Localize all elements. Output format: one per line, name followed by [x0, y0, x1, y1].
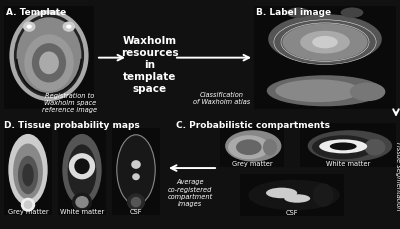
Ellipse shape [364, 139, 386, 156]
Ellipse shape [266, 188, 297, 198]
Ellipse shape [267, 76, 383, 107]
Ellipse shape [313, 184, 334, 207]
Ellipse shape [69, 153, 95, 180]
Ellipse shape [284, 194, 310, 203]
Text: Grey matter: Grey matter [232, 160, 272, 166]
Ellipse shape [312, 136, 374, 160]
Ellipse shape [75, 196, 89, 208]
Bar [254, 7, 396, 110]
Text: Grey matter: Grey matter [8, 208, 48, 214]
Ellipse shape [8, 134, 48, 206]
Ellipse shape [248, 180, 340, 210]
Ellipse shape [23, 22, 36, 33]
Ellipse shape [312, 37, 338, 49]
Text: A. Template: A. Template [6, 8, 66, 17]
Ellipse shape [17, 18, 82, 94]
Ellipse shape [330, 143, 357, 151]
Text: CSF: CSF [286, 209, 298, 215]
Ellipse shape [26, 25, 32, 30]
Ellipse shape [300, 32, 350, 54]
Bar [300, 124, 396, 167]
Ellipse shape [132, 174, 140, 180]
Ellipse shape [341, 8, 363, 19]
Ellipse shape [350, 83, 385, 102]
Ellipse shape [13, 144, 43, 200]
Ellipse shape [62, 22, 75, 33]
Ellipse shape [32, 44, 66, 83]
Text: Tissue segmentation: Tissue segmentation [395, 141, 400, 210]
Bar [58, 128, 106, 215]
Ellipse shape [62, 134, 102, 206]
Ellipse shape [10, 11, 89, 102]
Text: Classification
of Waxholm atlas: Classification of Waxholm atlas [193, 92, 251, 105]
Ellipse shape [22, 164, 34, 187]
Ellipse shape [14, 15, 84, 98]
Ellipse shape [131, 197, 141, 207]
Ellipse shape [282, 24, 368, 61]
Bar [240, 174, 344, 216]
Ellipse shape [24, 200, 32, 209]
Ellipse shape [72, 193, 92, 212]
Ellipse shape [66, 25, 72, 30]
Text: C. Probabilistic compartments: C. Probabilistic compartments [176, 120, 330, 129]
Ellipse shape [236, 140, 262, 155]
Ellipse shape [308, 131, 392, 162]
Text: D. Tissue probability maps: D. Tissue probability maps [4, 120, 140, 129]
Text: White matter: White matter [60, 208, 104, 214]
Ellipse shape [116, 134, 156, 206]
Ellipse shape [39, 52, 59, 75]
Ellipse shape [225, 131, 282, 162]
Text: CSF: CSF [130, 208, 142, 214]
Text: Waxholm
resources
in
template
space: Waxholm resources in template space [121, 35, 179, 93]
Bar [4, 7, 94, 110]
Ellipse shape [18, 156, 38, 194]
Ellipse shape [74, 159, 90, 174]
Ellipse shape [24, 35, 74, 92]
Bar [112, 128, 160, 215]
Text: Average
co-registered
compartment
images: Average co-registered compartment images [167, 179, 213, 206]
Ellipse shape [319, 140, 367, 154]
Ellipse shape [131, 161, 141, 169]
Text: Registration to
Waxholm space
reference image: Registration to Waxholm space reference … [42, 93, 98, 113]
Ellipse shape [263, 139, 277, 156]
Text: B. Label image: B. Label image [256, 8, 331, 17]
Ellipse shape [68, 145, 96, 199]
Ellipse shape [268, 15, 382, 65]
Ellipse shape [21, 198, 35, 212]
Ellipse shape [127, 194, 145, 211]
Text: White matter: White matter [326, 160, 370, 166]
Bar [220, 124, 284, 167]
Ellipse shape [228, 136, 270, 160]
Ellipse shape [287, 8, 309, 19]
Ellipse shape [275, 80, 360, 103]
Bar [4, 128, 52, 215]
